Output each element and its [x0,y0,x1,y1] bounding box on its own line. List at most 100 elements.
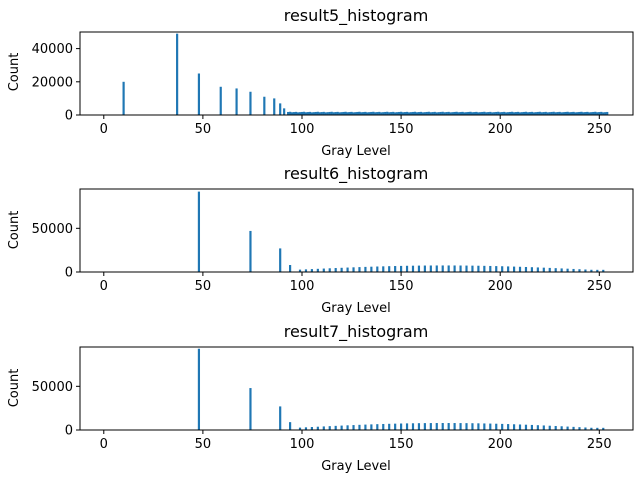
y-axis-label: Count [7,369,22,408]
histogram-bar [512,424,516,430]
histogram-bar [501,266,504,272]
histogram-bar [548,425,551,430]
histogram-bar [598,112,601,115]
histogram-bar [362,112,365,115]
histogram-bar [518,266,522,272]
histogram-bar [318,112,321,115]
histogram-bar [501,112,504,115]
histogram-bar [548,267,551,272]
histogram-bar [445,112,448,115]
histogram-bar [322,268,325,272]
histogram-bar [447,423,450,430]
histogram-bar [340,112,343,115]
histogram-bar [590,269,593,272]
histogram-bar [538,111,541,115]
x-tick-label: 200 [488,437,513,452]
histogram-bar [298,427,302,430]
histogram-bar [411,111,415,115]
histogram-bar [552,111,555,115]
histogram-bar [197,348,201,430]
histogram-bar [352,425,355,430]
x-axis-label: Gray Level [321,459,391,474]
histogram-bar [441,265,444,272]
histogram-bar [483,111,486,115]
histogram-bar [509,111,512,115]
histogram-bar [304,112,308,115]
histogram-bar [447,265,450,272]
histogram-bar [411,265,415,272]
histogram-bar [477,112,480,115]
histogram-bar [356,111,359,115]
histogram-bar [548,112,551,115]
histogram-bar [197,73,201,115]
histogram-bar [334,425,337,430]
histogram-bar [405,111,409,115]
histogram-bar [298,112,302,115]
histogram-bar [376,112,379,115]
histogram-bar [586,111,589,115]
x-axis-label: Gray Level [321,144,391,159]
y-tick-label: 20000 [32,75,73,90]
histogram-bar [596,112,599,115]
histogram-bar [594,111,597,115]
histogram-bar [530,424,533,430]
histogram-bar [372,111,375,115]
histogram-bar [572,268,575,272]
histogram-bar [437,112,440,115]
histogram-bar [423,112,426,115]
histogram-bar [507,112,510,115]
histogram-bar [435,423,438,430]
histogram-bar [530,267,533,272]
histogram-bar [580,111,583,115]
histogram-bar [453,423,456,430]
x-tick-label: 150 [389,279,414,294]
histogram-bar [606,111,609,115]
histogram-bar [219,86,222,115]
histogram-bar [279,248,282,272]
histogram-bar [497,111,500,115]
histogram-bar [296,112,300,115]
y-tick-label: 50000 [32,380,73,395]
histogram-bar [584,112,587,115]
histogram-bar [477,423,480,430]
histogram-bar [302,111,306,115]
y-tick-label: 0 [65,424,73,439]
histogram-bar [310,427,313,430]
histogram-bar [382,112,385,115]
histogram-bar [546,112,549,115]
histogram-bar [572,111,575,115]
histogram-bar [396,112,399,115]
histogram-bar [588,112,591,115]
x-tick-label: 200 [488,279,513,294]
histogram-bar [493,112,496,115]
x-tick-label: 250 [587,279,612,294]
x-tick-label: 50 [195,122,212,137]
histogram-bar [417,423,421,430]
histogram-bar [382,266,385,272]
histogram-bar [346,112,349,115]
histogram-bar [400,111,403,115]
histogram-bar [602,269,605,272]
histogram-bar [407,112,411,115]
histogram-bar [465,265,468,272]
histogram-bar [304,269,308,272]
histogram-bar [249,91,252,115]
histogram-bar [481,111,484,115]
subplot-result5: result5_histogram 0 50 100 150 200 250 0 20000 4… [7,6,634,159]
histogram-bar [316,268,319,272]
histogram-bar [390,112,393,115]
histogram-bar [485,112,488,115]
axes-frame [79,31,634,116]
histogram-bar [604,112,607,115]
histogram-bar [465,423,468,430]
histogram-bar [348,112,351,115]
histogram-bar [392,111,395,115]
histogram-bar [590,112,593,115]
histogram-bar [388,112,391,115]
histogram-bar [477,265,480,272]
histogram-bar [491,112,494,115]
histogram-bar [382,423,385,430]
histogram-bar [566,426,569,430]
histogram-bar [368,112,371,115]
histogram-bar [524,266,528,272]
